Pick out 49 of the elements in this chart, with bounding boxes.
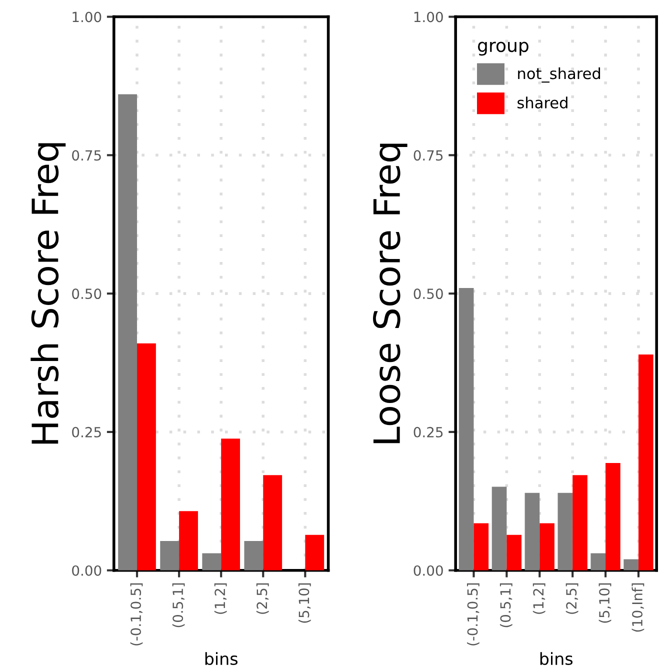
- y-tick-label: 0.50: [414, 288, 443, 300]
- y-tick-label: 1.00: [72, 12, 102, 22]
- x-tick-label: (10,Inf]: [632, 583, 644, 632]
- x-tick-label: (0.5,1]: [172, 583, 185, 628]
- x-tick-label: (5,10]: [598, 583, 612, 623]
- bar: [179, 511, 198, 570]
- legend-label: shared: [518, 96, 568, 108]
- bar: [590, 553, 606, 570]
- bar: [506, 534, 522, 570]
- bar: [606, 462, 620, 570]
- y-tick-label: 0.75: [72, 150, 101, 161]
- bar: [137, 343, 156, 570]
- y-tick-label: 0.25: [414, 426, 443, 438]
- y-axis-title: Harsh Score Freq: [30, 143, 66, 444]
- x-tick-label: (1,2]: [532, 583, 546, 614]
- bar: [118, 94, 138, 570]
- y-tick-label: 0.00: [414, 565, 443, 576]
- x-tick-label: (2,5]: [256, 583, 269, 614]
- x-tick-label: (2,5]: [566, 583, 578, 614]
- legend-label: not_shared: [518, 67, 600, 83]
- bar: [263, 475, 282, 570]
- bar: [244, 541, 264, 570]
- bar: [202, 553, 222, 570]
- x-tick-label: (5,10]: [298, 583, 311, 623]
- x-tick-label: (-0.1,0.5]: [467, 583, 480, 646]
- bar: [458, 288, 474, 570]
- x-tick-label: (-0.1,0.5]: [130, 583, 143, 646]
- bar: [540, 523, 554, 570]
- y-tick-label: 1.00: [414, 12, 443, 22]
- bar: [524, 492, 540, 570]
- bar: [558, 492, 573, 570]
- legend-title: group: [478, 42, 528, 56]
- bar: [160, 541, 180, 570]
- bar: [624, 559, 638, 570]
- y-axis-title: Loose Score Freq: [373, 144, 408, 444]
- bar: [638, 354, 654, 570]
- bar: [572, 475, 588, 570]
- y-tick-label: 0.50: [72, 288, 102, 300]
- bar: [492, 486, 507, 570]
- y-tick-label: 0.00: [72, 565, 102, 576]
- bar: [305, 534, 324, 570]
- bar: [221, 438, 240, 570]
- x-tick-label: (1,2]: [214, 583, 227, 614]
- x-tick-label: (0.5,1]: [500, 583, 512, 628]
- y-tick-label: 0.75: [414, 150, 443, 161]
- y-tick-label: 0.25: [72, 426, 101, 438]
- x-axis-title: bins: [540, 652, 573, 666]
- x-axis-title: bins: [205, 652, 238, 666]
- bar: [474, 523, 489, 570]
